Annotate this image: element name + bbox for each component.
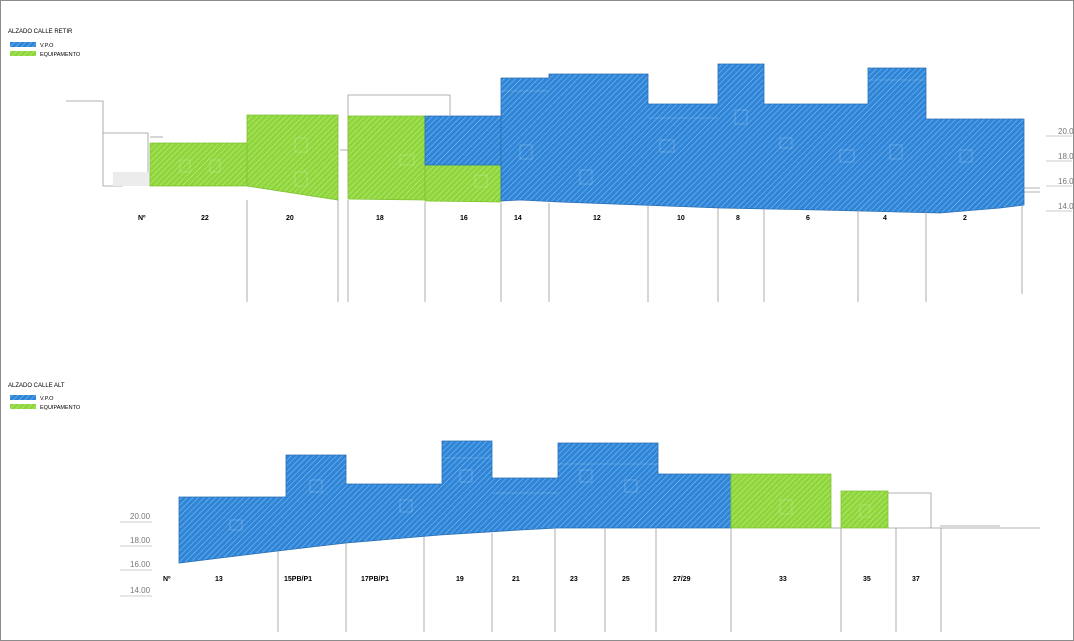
existing-buildings-outline: [831, 492, 1040, 529]
elevation-title: ALZADO CALLE ALT: [8, 383, 65, 389]
lot-dividers: [246, 200, 1023, 302]
level-mark: 20.00: [130, 512, 151, 521]
equipamento-blocks: [149, 114, 502, 203]
lot-number: 2: [963, 215, 967, 222]
lot-number: 37: [912, 576, 920, 583]
lot-number: 14: [514, 215, 522, 222]
facade-windows: [229, 457, 871, 531]
building-18: [347, 115, 426, 201]
lot-number: 12: [593, 215, 601, 222]
lot-number: 17PB/P1: [361, 576, 389, 583]
elevation-calle-retir: ALZADO CALLE RETIR V.P.O EQUIPAMENTO: [8, 29, 1074, 302]
lot-dividers: [277, 528, 942, 632]
lot-number: 6: [806, 215, 810, 222]
legend-label-vpo: V.P.O: [40, 43, 54, 49]
equipamento-blocks: [730, 473, 889, 529]
lot-number: 15PB/P1: [284, 576, 312, 583]
vpo-blocks: [178, 440, 732, 564]
building-35: [840, 490, 889, 529]
lot-number: 21: [512, 576, 520, 583]
legend-swatch-vpo: [10, 42, 36, 47]
legend-label-equipamento: EQUIPAMENTO: [40, 405, 81, 411]
elevation-calle-alt: ALZADO CALLE ALT V.P.O EQUIPAMENTO: [8, 383, 1040, 632]
building-33: [730, 473, 832, 529]
lot-number: 27/29: [673, 576, 691, 583]
level-mark: 18.00: [1058, 152, 1074, 161]
level-marks: 20.00 18.00 16.00 14.00: [1046, 127, 1074, 212]
lot-number: 35: [863, 576, 871, 583]
facade-windows: [179, 79, 973, 188]
legend-swatch-equipamento: [10, 51, 36, 56]
level-mark: 14.00: [1058, 202, 1074, 211]
legend-label-equipamento: EQUIPAMENTO: [40, 52, 81, 58]
lot-number-label: Nº: [163, 576, 171, 583]
level-mark: 20.00: [1058, 127, 1074, 136]
building-16-upper: [424, 115, 502, 166]
elevation-title: ALZADO CALLE RETIR: [8, 29, 73, 35]
vpo-row-14-to-2: [500, 63, 1025, 214]
lot-number: 18: [376, 215, 384, 222]
lot-numbers: Nº 22 20 18 16 14 12 10 8 6 4 2: [138, 215, 967, 222]
lot-number: 19: [456, 576, 464, 583]
lot-number: 20: [286, 215, 294, 222]
lot-number: 25: [622, 576, 630, 583]
building-20: [246, 114, 339, 201]
level-mark: 16.00: [130, 560, 151, 569]
lot-number: 22: [201, 215, 209, 222]
vpo-blocks: [424, 63, 1025, 214]
lot-number: 10: [677, 215, 685, 222]
legend-label-vpo: V.P.O: [40, 396, 54, 402]
level-mark: 16.00: [1058, 177, 1074, 186]
lot-number: 33: [779, 576, 787, 583]
lot-number: 23: [570, 576, 578, 583]
level-mark: 18.00: [130, 536, 151, 545]
lot-number: 8: [736, 215, 740, 222]
lot-number: 4: [883, 215, 887, 222]
building-22: [149, 142, 248, 187]
legend-swatch-equipamento: [10, 404, 36, 409]
building-16-lower: [424, 164, 502, 203]
vpo-row-13-to-27-29: [178, 440, 732, 564]
lot-number: 13: [215, 576, 223, 583]
lot-number-label: Nº: [138, 215, 146, 222]
legend-swatch-vpo: [10, 395, 36, 400]
lot-number: 16: [460, 215, 468, 222]
level-marks: 20.00 18.00 16.00 14.00: [120, 512, 152, 597]
level-mark: 14.00: [130, 586, 151, 595]
lot-numbers: Nº 13 15PB/P1 17PB/P1 19 21 23 25 27/29 …: [163, 576, 920, 583]
